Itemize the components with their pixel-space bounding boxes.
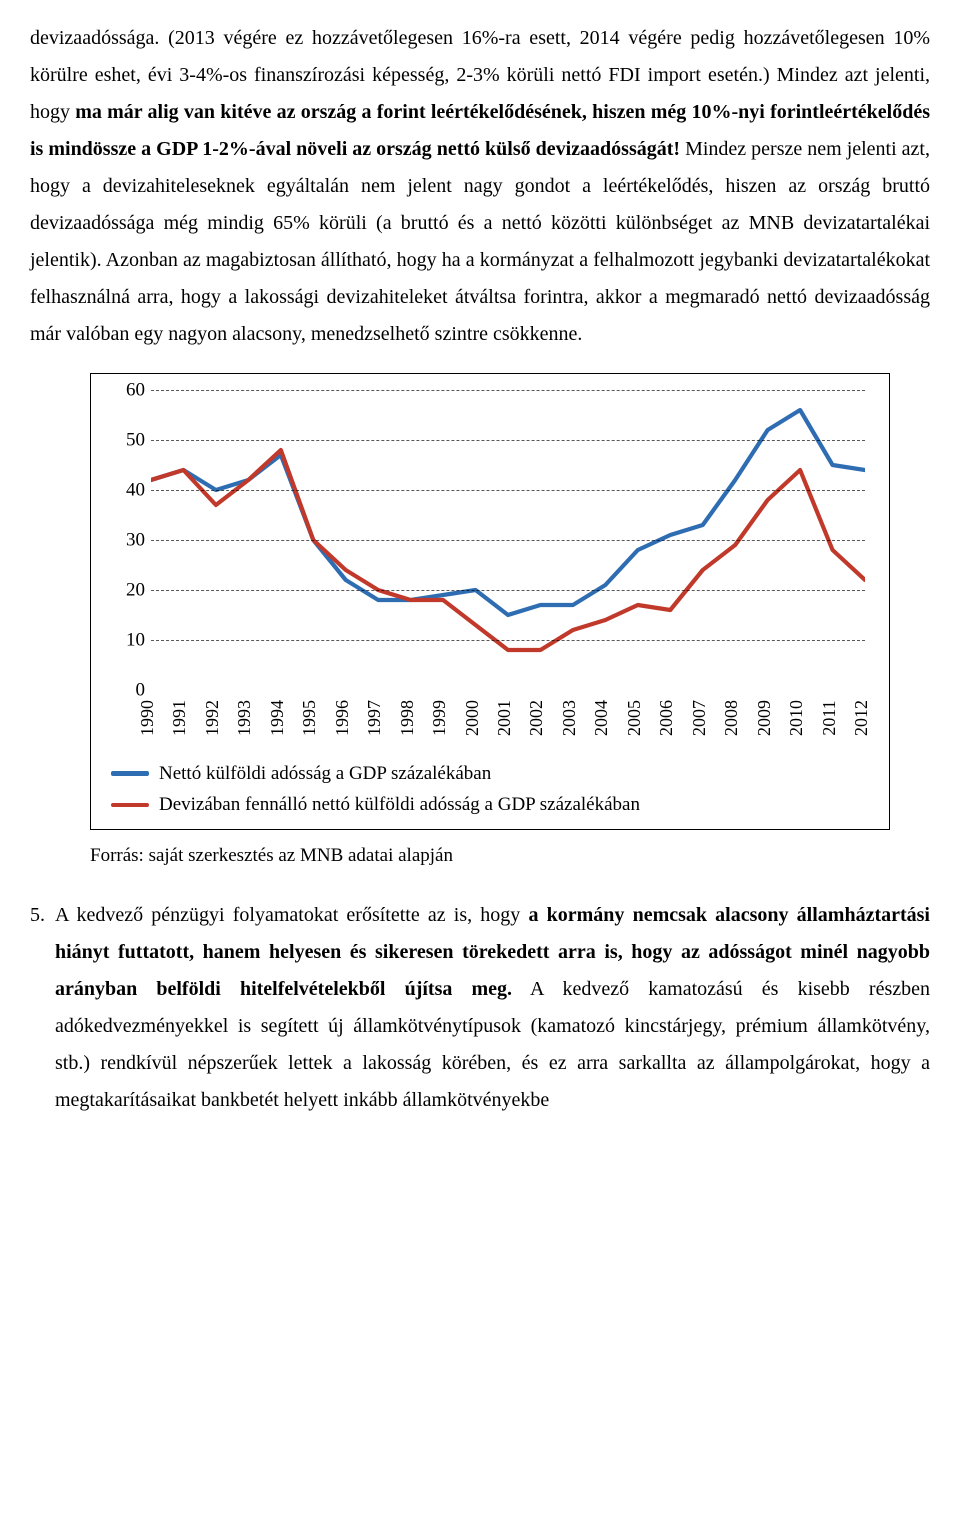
body-paragraph-1: devizaadóssága. (2013 végére ez hozzávet…	[30, 20, 930, 353]
x-tick-label: 1990	[131, 700, 164, 736]
x-tick-label: 1998	[391, 700, 424, 736]
x-tick-label: 2008	[715, 700, 748, 736]
grid-line	[151, 590, 865, 591]
chart-source: Forrás: saját szerkesztés az MNB adatai …	[90, 838, 930, 873]
x-tick-label: 1995	[293, 700, 326, 736]
x-tick-label: 2007	[683, 700, 716, 736]
chart-legend: Nettó külföldi adósság a GDP százalékába…	[111, 758, 869, 821]
x-tick-label: 2009	[748, 700, 781, 736]
x-tick-label: 1993	[228, 700, 261, 736]
grid-line	[151, 440, 865, 441]
legend-label: Devizában fennálló nettó külföldi adóssá…	[159, 789, 640, 820]
x-tick-label: 1992	[196, 700, 229, 736]
legend-row: Nettó külföldi adósság a GDP százalékába…	[111, 758, 869, 789]
x-axis: 1990199119921993199419951996199719981999…	[151, 692, 865, 750]
p5-text-a: A kedvező pénzügyi folyamatokat erősítet…	[55, 904, 528, 926]
x-tick-label: 2000	[456, 700, 489, 736]
numbered-paragraph-5: 5. A kedvező pénzügyi folyamatokat erősí…	[30, 897, 930, 1119]
plot-area	[151, 390, 865, 690]
legend-swatch	[111, 771, 149, 776]
legend-swatch	[111, 803, 149, 808]
x-tick-label: 1991	[163, 700, 196, 736]
y-tick-label: 50	[126, 422, 145, 457]
x-tick-label: 2002	[520, 700, 553, 736]
x-tick-label: 2004	[585, 700, 618, 736]
x-tick-label: 2005	[618, 700, 651, 736]
grid-line	[151, 390, 865, 391]
series-devizaban_netto	[151, 450, 865, 650]
x-tick-label: 2010	[780, 700, 813, 736]
y-tick-label: 30	[126, 522, 145, 557]
x-tick-label: 1997	[358, 700, 391, 736]
x-tick-label: 1994	[261, 700, 294, 736]
x-tick-label: 1999	[423, 700, 456, 736]
grid-line	[151, 540, 865, 541]
line-chart: 0102030405060 19901991199219931994199519…	[111, 390, 869, 750]
x-tick-label: 2011	[813, 700, 846, 735]
x-tick-label: 2012	[845, 700, 878, 736]
legend-row: Devizában fennálló nettó külföldi adóssá…	[111, 789, 869, 820]
list-number: 5.	[30, 897, 45, 1119]
y-tick-label: 10	[126, 622, 145, 657]
grid-line	[151, 640, 865, 641]
chart-container: 0102030405060 19901991199219931994199519…	[90, 373, 890, 830]
p1-text-b: Mindez persze nem jelenti azt, hogy a de…	[30, 138, 930, 345]
y-axis: 0102030405060	[111, 390, 151, 690]
y-tick-label: 60	[126, 372, 145, 407]
legend-label: Nettó külföldi adósság a GDP százalékába…	[159, 758, 491, 789]
y-tick-label: 40	[126, 472, 145, 507]
x-tick-label: 2003	[553, 700, 586, 736]
y-tick-label: 20	[126, 572, 145, 607]
grid-line	[151, 490, 865, 491]
x-tick-label: 1996	[326, 700, 359, 736]
x-tick-label: 2006	[650, 700, 683, 736]
x-tick-label: 2001	[488, 700, 521, 736]
